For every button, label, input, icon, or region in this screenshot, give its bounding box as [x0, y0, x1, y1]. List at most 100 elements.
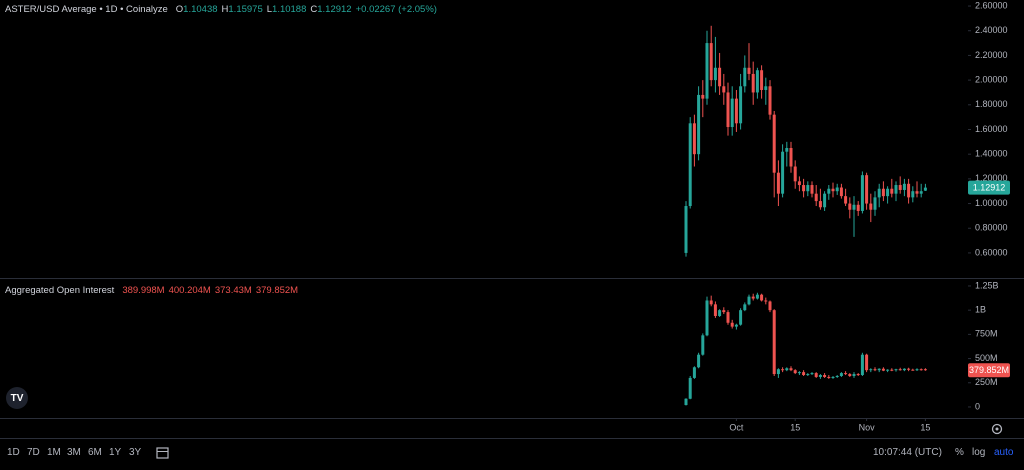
candle-body — [789, 368, 793, 371]
tv-logo[interactable]: TV — [6, 387, 28, 409]
candle-body — [865, 175, 869, 204]
candle-body — [919, 369, 923, 371]
last-price-label: 1.12912 — [973, 182, 1006, 192]
candle-body — [860, 354, 864, 376]
ohlc-key: C — [310, 4, 318, 15]
candle-body — [722, 310, 726, 313]
candle-body — [907, 368, 911, 370]
candle-body — [839, 187, 843, 197]
candle-body — [915, 191, 919, 194]
x-tick-label: 15 — [920, 422, 930, 432]
candle-body — [751, 73, 755, 93]
candle-body — [755, 294, 759, 299]
candle-body — [886, 369, 890, 371]
auto-toggle[interactable]: auto — [994, 447, 1014, 458]
candle-body — [697, 354, 701, 368]
candle-body — [856, 374, 860, 376]
ohlc-value: 1.10438 — [183, 4, 218, 15]
candle-body — [772, 310, 776, 375]
candle-body — [911, 369, 915, 371]
candle-body — [873, 197, 877, 210]
ohlc: O1.10438 H1.15975 L1.10188 C1.12912 — [176, 4, 352, 15]
candle-body — [818, 201, 822, 208]
log-toggle[interactable]: log — [972, 447, 986, 458]
candle-body — [902, 368, 906, 371]
y-tick-label: 2.20000 — [975, 50, 1008, 60]
candle-body — [827, 188, 831, 194]
candle-body — [818, 375, 822, 377]
y-tick-label: 750M — [975, 329, 998, 339]
candle-body — [688, 377, 692, 399]
candle-body — [877, 188, 881, 198]
candle-body — [743, 304, 747, 311]
candle-body — [692, 123, 696, 155]
y-tick-label: 1.25B — [975, 280, 999, 290]
oi-legend: Aggregated Open Interest 389.998M 400.204… — [5, 285, 298, 296]
candle-body — [739, 86, 743, 124]
candle-body — [823, 375, 827, 377]
candle-body — [848, 374, 852, 376]
range-button[interactable]: 6M — [88, 447, 102, 458]
ohlc-value: 1.10188 — [272, 4, 307, 15]
candle-body — [873, 369, 877, 371]
candle-body — [835, 187, 839, 192]
candle-body — [772, 114, 776, 173]
candle-body — [911, 191, 915, 198]
candle-body — [835, 375, 839, 377]
range-button[interactable]: 7D — [27, 447, 40, 458]
settings-icon[interactable] — [991, 423, 1003, 435]
y-tick-label: 2.40000 — [975, 25, 1008, 35]
candle-body — [919, 191, 923, 194]
range-button[interactable]: 1D — [7, 447, 20, 458]
calendar-icon[interactable] — [156, 447, 169, 459]
candle-body — [886, 188, 890, 197]
ohlc-key: L — [266, 4, 273, 15]
candle-body — [701, 94, 705, 99]
candle-body — [734, 98, 738, 124]
range-button[interactable]: 3Y — [129, 447, 142, 458]
candle-body — [709, 43, 713, 81]
candle-body — [860, 175, 864, 211]
candle-body — [869, 369, 873, 371]
candle-body — [776, 369, 780, 375]
oi-title: Aggregated Open Interest — [5, 285, 115, 296]
candle-body — [839, 373, 843, 376]
candle-body — [869, 203, 873, 210]
candle-body — [701, 335, 705, 355]
candle-body — [852, 374, 856, 376]
candle-body — [709, 300, 713, 305]
x-tick-label: 15 — [790, 422, 800, 432]
candle-body — [802, 372, 806, 376]
candle-body — [785, 368, 789, 371]
y-tick-label: 1B — [975, 305, 986, 315]
clock: 10:07:44 (UTC) — [873, 447, 942, 458]
candle-body — [890, 369, 894, 371]
candle-body — [751, 296, 755, 299]
range-button[interactable]: 3M — [67, 447, 81, 458]
ohlc-item: C1.12912 — [310, 4, 351, 15]
candle-body — [810, 373, 814, 375]
candle-body — [726, 92, 730, 128]
ohlc-item: O1.10438 — [176, 4, 218, 15]
candle-body — [923, 187, 927, 191]
candle-body — [810, 185, 814, 194]
candle-body — [856, 204, 860, 211]
candle-body — [797, 181, 801, 186]
candle-body — [705, 43, 709, 99]
y-tick-label: 2.60000 — [975, 0, 1008, 10]
candle-body — [915, 369, 919, 371]
percent-toggle[interactable]: % — [955, 447, 964, 458]
y-tick-label: 1.40000 — [975, 149, 1008, 159]
candle-body — [831, 376, 835, 378]
candle-body — [726, 312, 730, 323]
range-button[interactable]: 1M — [47, 447, 61, 458]
y-tick-label: 1.20000 — [975, 173, 1008, 183]
range-button[interactable]: 1Y — [109, 447, 122, 458]
y-tick-label: 500M — [975, 353, 998, 363]
last-price-label: 379.852M — [969, 365, 1009, 375]
y-tick-label: 1.00000 — [975, 198, 1008, 208]
candle-body — [734, 324, 738, 327]
ohlc-value: 1.15975 — [228, 4, 263, 15]
candle-body — [894, 185, 898, 194]
